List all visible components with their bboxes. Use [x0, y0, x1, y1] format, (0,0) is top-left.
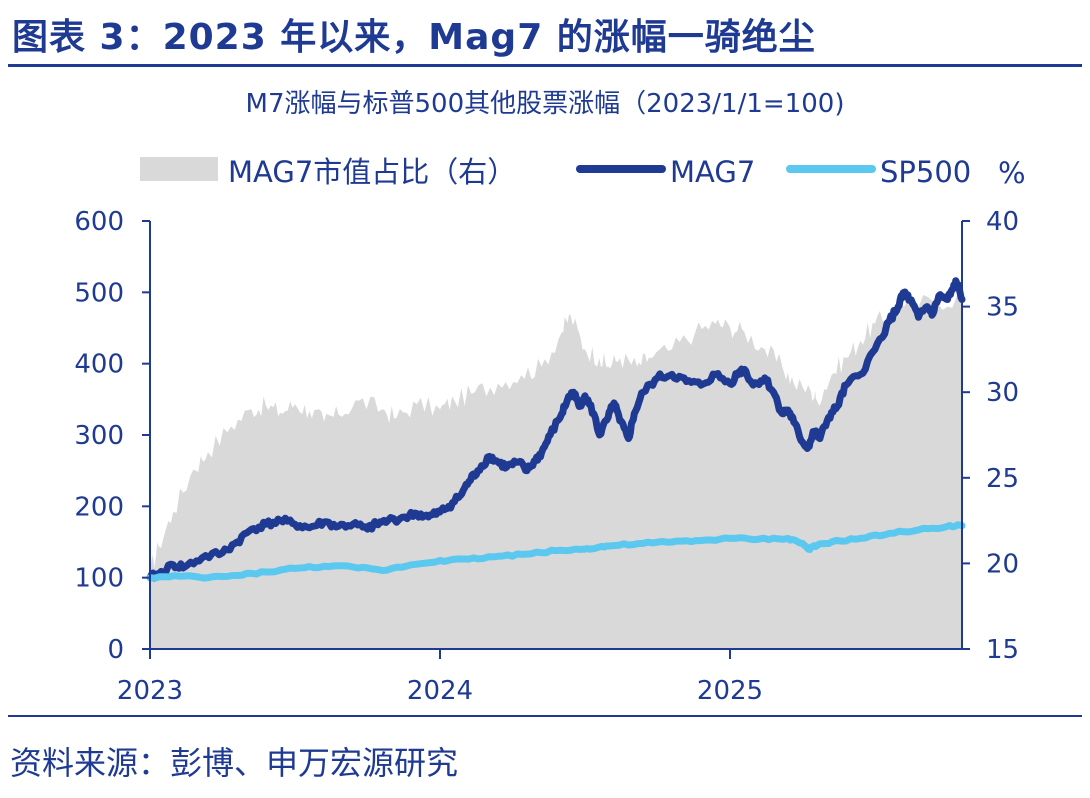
left-tick-label: 300 [74, 421, 124, 451]
series-line-sp500 [146, 521, 966, 582]
series-area-mag7-share [150, 295, 962, 649]
left-tick-label: 0 [107, 635, 124, 665]
x-tick-label: 2024 [407, 676, 473, 706]
legend: MAG7市值占比（右） MAG7 SP500 [140, 155, 971, 189]
title-rule [8, 64, 1082, 67]
x-tick-label: 2023 [117, 676, 183, 706]
right-tick-label: 40 [986, 207, 1019, 237]
legend-swatch-area [140, 157, 218, 181]
left-tick-label: 600 [74, 207, 124, 237]
legend-label-sp500: SP500 [880, 155, 971, 189]
left-tick-label: 400 [74, 350, 124, 380]
right-tick-label: 35 [986, 293, 1019, 323]
chart-subtitle: M7涨幅与标普500其他股票涨幅（2023/1/1=100) [246, 89, 845, 119]
chart: M7涨幅与标普500其他股票涨幅（2023/1/1=100) MAG7市值占比（… [74, 89, 1026, 706]
footer-rule [8, 715, 1082, 717]
left-tick-label: 200 [74, 492, 124, 522]
right-tick-label: 20 [986, 549, 1019, 579]
legend-label-area: MAG7市值占比（右） [228, 155, 516, 189]
figure-title: 图表 3：2023 年以来，Mag7 的涨幅一骑绝尘 [12, 17, 816, 58]
legend-label-mag7: MAG7 [670, 155, 755, 189]
left-tick-label: 100 [74, 564, 124, 594]
right-tick-label: 30 [986, 378, 1019, 408]
right-tick-label: 25 [986, 464, 1019, 494]
source-note: 资料来源：彭博、申万宏源研究 [10, 744, 459, 782]
x-tick-label: 2025 [697, 676, 763, 706]
left-tick-label: 500 [74, 278, 124, 308]
right-axis-unit: % [998, 156, 1026, 190]
series-line-mag7 [146, 277, 966, 582]
right-tick-label: 15 [986, 635, 1019, 665]
